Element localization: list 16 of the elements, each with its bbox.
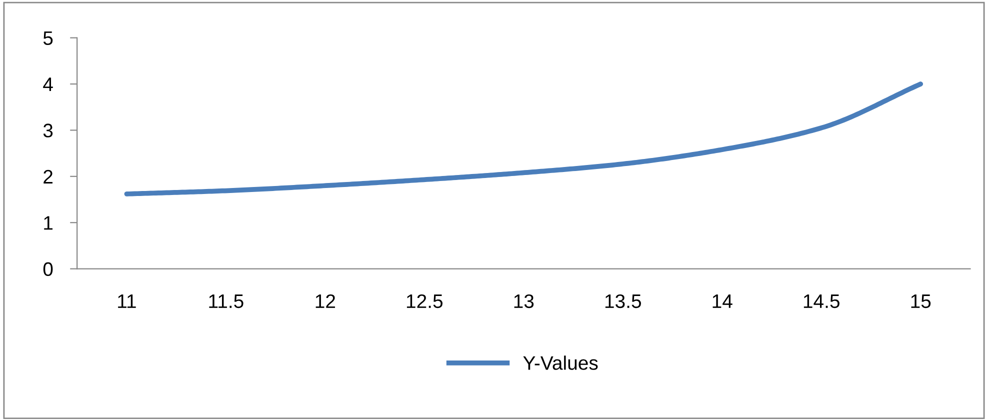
- y-tick-label: 5: [43, 31, 53, 46]
- x-tick-label: 11.5: [209, 294, 244, 308]
- legend-label: Y-Values: [523, 356, 598, 370]
- x-tick-label: 12.5: [406, 294, 443, 308]
- y-tick-label: 3: [43, 124, 53, 138]
- x-tick-label: 14: [712, 294, 732, 308]
- y-tick-label: 0: [43, 262, 53, 276]
- y-tick-label: 2: [44, 170, 52, 184]
- x-tick-label: 11: [118, 294, 136, 308]
- x-tick-label: 13: [514, 294, 534, 308]
- x-tick-label: 13.5: [605, 294, 641, 308]
- x-tick-label: 15: [911, 294, 931, 308]
- y-tick-label: 4: [43, 78, 53, 92]
- x-tick-label: 14.5: [804, 294, 840, 308]
- x-tick-label: 12: [316, 294, 335, 308]
- y-tick-label: 1: [44, 216, 53, 230]
